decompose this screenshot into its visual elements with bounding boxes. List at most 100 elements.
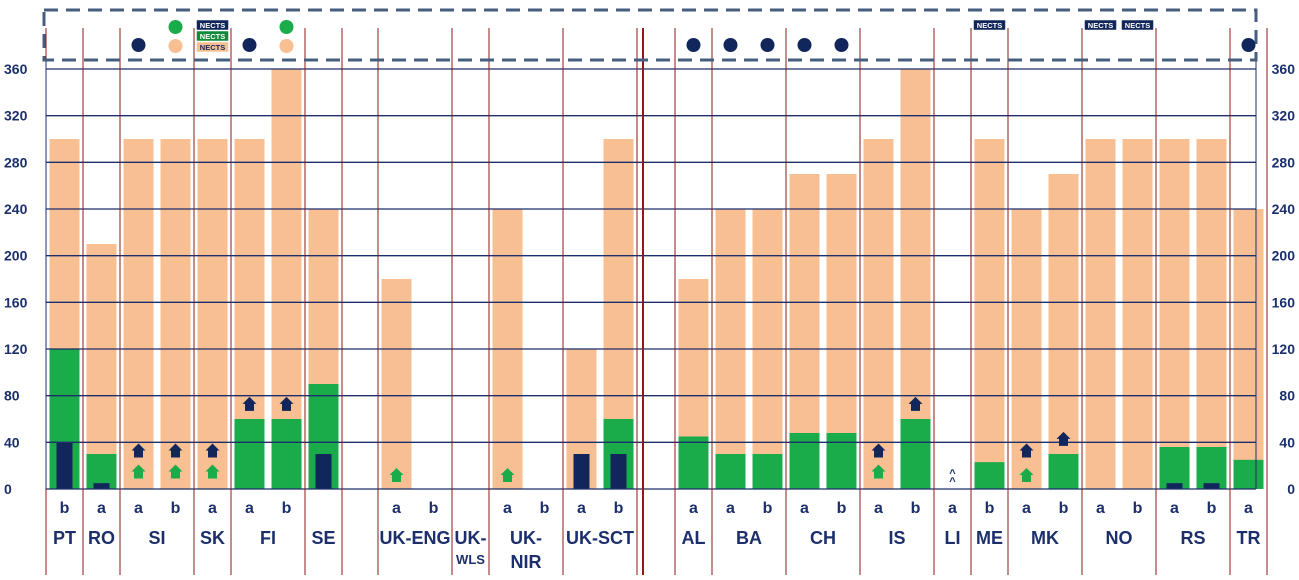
sub-label-ro-a: a: [97, 500, 106, 517]
y-tick-right-0: 0: [1287, 481, 1295, 497]
country-label-ro: RO: [88, 528, 115, 548]
country-label-is: IS: [888, 528, 905, 548]
y-tick-left-280: 280: [4, 154, 28, 170]
y-tick-right-80: 80: [1279, 388, 1295, 404]
sub-label-fi-b: b: [282, 500, 292, 517]
sub-label-no-a: a: [1096, 500, 1105, 517]
navy-dot-ch-a: [797, 38, 812, 52]
navy-arrow-marker-is-a: [871, 443, 886, 458]
sub-label-si-a: a: [134, 500, 143, 517]
peach-dot-fi-b: [279, 39, 294, 53]
sub-label-rs-b: b: [1207, 500, 1217, 517]
bar-green-ba-a: [715, 454, 746, 489]
bar-green-tr-a: [1233, 459, 1264, 489]
sub-label-uk-eng-a: a: [392, 500, 401, 517]
sub-label-al-a: a: [689, 500, 698, 517]
green-badge-sk-a: [196, 30, 229, 42]
country-label-pt: PT: [53, 528, 76, 548]
sub-label-uk-nir-b: b: [540, 500, 550, 517]
sub-label-fi-a: a: [245, 500, 254, 517]
y-tick-left-240: 240: [4, 201, 28, 217]
country-label-ba: BA: [736, 528, 762, 548]
country-label-uk-nir-part2: NIR: [511, 552, 542, 572]
navy-badge-me-b: [973, 19, 1006, 31]
navy-badge-text-sk-a: NECTS: [200, 21, 225, 30]
navy-arrow-marker-mk-a: [1019, 443, 1034, 458]
navy-arrow-marker-fi-b: [279, 396, 294, 411]
sub-label-sk-a: a: [208, 500, 217, 517]
y-tick-right-360: 360: [1272, 61, 1296, 77]
sub-label-uk-sct-a: a: [577, 500, 586, 517]
green-arrow-marker-is-a: [871, 464, 886, 479]
sub-label-si-b: b: [171, 500, 181, 517]
y-tick-right-320: 320: [1272, 108, 1296, 124]
green-arrow-marker-uk-nir-a: [500, 468, 515, 482]
navy-dot-ch-b: [834, 38, 849, 52]
country-label-rs: RS: [1180, 528, 1205, 548]
sub-label-pt-b: b: [60, 500, 70, 517]
country-label-uk-nir: UK-: [510, 528, 542, 548]
bar-navy-ro-a: [93, 483, 110, 489]
bar-navy-pt-b: [56, 442, 73, 489]
navy-dot-ba-b: [760, 38, 775, 52]
navy-arrow-marker-mk-b: [1056, 431, 1071, 446]
navy-badge-sk-a: [196, 19, 229, 31]
bar-total-rs-b: [1196, 139, 1227, 489]
green-arrow-marker-si-b: [168, 464, 183, 479]
bar-navy-se: [315, 454, 332, 489]
y-tick-right-160: 160: [1272, 294, 1296, 310]
navy-badge-text-no-a: NECTS: [1088, 21, 1113, 30]
country-label-me: ME: [976, 528, 1003, 548]
y-tick-right-240: 240: [1272, 201, 1296, 217]
green-dot-fi-b: [279, 20, 294, 34]
bar-total-si-a: [123, 139, 154, 489]
y-tick-left-360: 360: [4, 61, 28, 77]
y-tick-left-120: 120: [4, 341, 28, 357]
sub-label-uk-sct-b: b: [614, 500, 624, 517]
legend-dashed-box: [42, 8, 1258, 62]
bar-green-al-a: [678, 436, 709, 489]
bar-green-fi-a: [234, 419, 265, 489]
navy-arrow-marker-si-b: [168, 443, 183, 458]
navy-dot-si-a: [131, 38, 146, 52]
bar-navy-rs-b: [1203, 483, 1220, 489]
y-tick-right-40: 40: [1279, 434, 1295, 450]
country-label-si: SI: [148, 528, 165, 548]
navy-badge-text-no-b: NECTS: [1125, 21, 1150, 30]
bar-total-is-a: [863, 139, 894, 489]
country-label-tr: TR: [1237, 528, 1261, 548]
caret-marker-2-li-a: ^: [949, 476, 956, 488]
navy-arrow-marker-fi-a: [242, 396, 257, 411]
country-label-uk-sct: UK-SCT: [566, 528, 634, 548]
bar-green-rs-b: [1196, 447, 1227, 489]
sub-label-ch-a: a: [800, 500, 809, 517]
sub-label-is-a: a: [874, 500, 883, 517]
y-tick-left-200: 200: [4, 248, 28, 264]
green-arrow-marker-si-a: [131, 464, 146, 479]
peach-dot-si-b: [168, 39, 183, 53]
y-tick-left-160: 160: [4, 294, 28, 310]
navy-badge-no-b: [1121, 19, 1154, 31]
bar-green-rs-a: [1159, 447, 1190, 489]
y-tick-right-120: 120: [1272, 341, 1296, 357]
navy-dot-tr-a: [1241, 38, 1256, 52]
bar-total-si-b: [160, 139, 191, 489]
navy-arrow-marker-si-a: [131, 443, 146, 458]
navy-dot-al-a: [686, 38, 701, 52]
green-arrow-marker-uk-eng-a: [389, 468, 404, 482]
sub-label-tr-a: a: [1244, 500, 1253, 517]
green-badge-text-sk-a: NECTS: [200, 32, 225, 41]
country-label-li: LI: [945, 528, 961, 548]
green-arrow-marker-mk-a: [1019, 468, 1034, 482]
bar-total-no-b: [1122, 139, 1153, 489]
country-label-al: AL: [682, 528, 706, 548]
country-label-no: NO: [1106, 528, 1133, 548]
sub-label-me-b: b: [985, 500, 995, 517]
sub-label-ch-b: b: [837, 500, 847, 517]
sub-label-uk-eng-b: b: [429, 500, 439, 517]
sub-label-is-b: b: [911, 500, 921, 517]
bar-green-is-b: [900, 419, 931, 489]
country-label-sk: SK: [200, 528, 225, 548]
